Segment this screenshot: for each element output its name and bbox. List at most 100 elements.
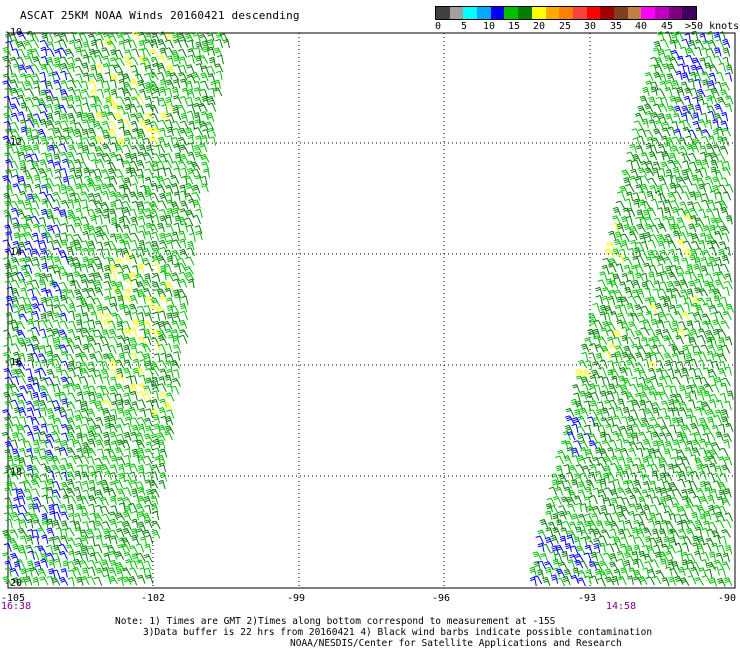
wind-barb [142,57,152,67]
wind-barb [215,70,223,81]
wind-barb [164,281,174,291]
wind-barb [178,72,188,81]
wind-barb [93,272,103,281]
wind-barb [674,575,684,585]
wind-barb [53,63,63,73]
wind-barb [87,566,96,577]
wind-barb [581,351,589,362]
wind-barb [588,319,598,328]
wind-barb [613,239,623,249]
wind-barb [619,425,628,435]
wind-barb [721,167,731,176]
wind-barb [201,161,210,171]
wind-barb [608,230,617,240]
wind-barb [40,558,49,568]
wind-barb [171,86,180,97]
wind-barb [107,120,117,130]
wind-barb [661,150,671,160]
wind-barb [86,408,96,418]
wind-barb [656,207,664,217]
wind-barb [599,304,608,314]
wind-barb [694,39,704,49]
wind-barb [649,416,659,426]
wind-barb [663,207,672,217]
wind-barb [725,303,734,313]
wind-barb [137,390,146,400]
wind-barb [647,367,657,377]
wind-barb [719,392,727,403]
wind-barb [128,103,138,113]
wind-barb [193,102,202,112]
wind-barb [544,566,553,577]
wind-barb [157,136,167,146]
wind-barb [671,87,680,97]
wind-barb [701,71,711,81]
wind-barb [684,270,692,280]
wind-barb [669,95,678,105]
wind-barb [16,31,27,40]
wind-barb [9,33,19,43]
wind-barb [52,264,62,274]
wind-barb [651,528,660,538]
wind-barb [700,112,708,123]
wind-barb [171,272,180,282]
wind-barb [715,431,724,441]
wind-barb [124,56,132,66]
wind-barb [692,120,701,130]
wind-barb [108,529,119,539]
wind-barb [171,136,180,147]
wind-barb [4,400,13,410]
wind-barb [664,87,673,97]
wind-barb [156,432,166,441]
wind-barb [60,376,70,386]
wind-barb [689,207,699,217]
wind-barb [87,225,97,235]
wind-barb [110,201,117,211]
wind-barb [643,262,652,272]
wind-barb [624,336,635,346]
wind-barb [16,48,26,58]
wind-barb [180,78,188,88]
wind-barb [668,481,678,491]
wind-barb [655,512,664,523]
wind-barb [66,151,76,161]
wind-barb [60,184,68,194]
wind-barb [705,88,715,98]
wind-barb [614,304,623,315]
wind-barb [619,185,629,195]
wind-barb [80,576,90,586]
wind-barb [114,168,124,178]
wind-barb [157,39,167,48]
wind-barb [714,376,723,386]
wind-barb [684,359,692,369]
lat-label: -18 [4,467,23,478]
wind-barb [136,191,146,201]
wind-barb [97,448,105,458]
wind-barb [24,240,34,250]
wind-barb [131,311,140,321]
wind-barb [588,561,598,571]
wind-barb [18,313,28,323]
wind-barb [670,264,679,275]
wind-barb [648,271,656,281]
wind-barb [680,311,689,321]
wind-barb [633,367,642,378]
wind-barb [103,248,111,258]
wind-barb [143,288,152,298]
wind-barb [694,168,704,178]
wind-barb [177,159,187,169]
wind-barb [634,336,641,347]
wind-barb [586,505,596,515]
wind-barb [652,496,661,506]
wind-barb [568,521,578,531]
wind-barb [73,271,83,280]
wind-barb [68,512,75,523]
wind-barb [17,399,26,410]
wind-barb [711,530,721,539]
wind-barb [580,503,588,513]
wind-barb [130,239,138,250]
wind-barb [645,494,654,504]
wind-barb [117,71,125,81]
wind-barb [151,255,161,264]
wind-barb [136,351,146,360]
